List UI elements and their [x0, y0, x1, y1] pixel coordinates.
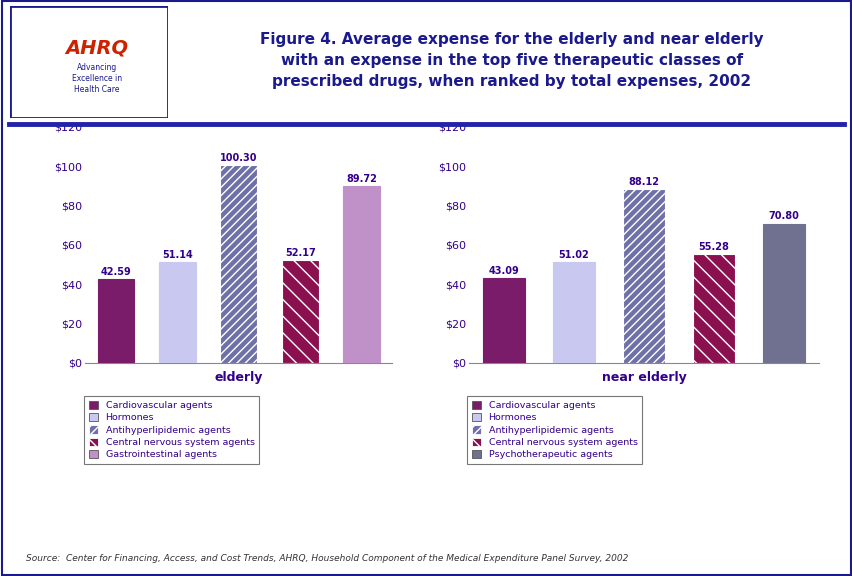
Text: 70.80: 70.80 [768, 211, 798, 221]
Bar [220, 165, 257, 363]
Text: 52.17: 52.17 [285, 248, 315, 258]
Text: 51.02: 51.02 [558, 250, 589, 260]
Text: 55.28: 55.28 [698, 242, 728, 252]
Text: Source:  Center for Financing, Access, and Cost Trends, AHRQ, Household Componen: Source: Center for Financing, Access, an… [26, 554, 627, 563]
Text: 42.59: 42.59 [101, 267, 131, 276]
X-axis label: near elderly: near elderly [601, 371, 686, 384]
Bar [482, 278, 525, 363]
Text: 51.14: 51.14 [162, 250, 193, 260]
Bar [762, 223, 804, 363]
Text: 89.72: 89.72 [346, 174, 377, 184]
Legend: Cardiovascular agents, Hormones, Antihyperlipidemic agents, Central nervous syst: Cardiovascular agents, Hormones, Antihyp… [83, 396, 259, 464]
Bar [281, 260, 319, 363]
Bar [97, 279, 135, 363]
Text: AHRQ: AHRQ [66, 39, 129, 58]
Bar [343, 186, 380, 363]
Bar [158, 262, 196, 363]
Bar [622, 190, 665, 363]
Text: 43.09: 43.09 [488, 266, 519, 276]
Text: Advancing
Excellence in
Health Care: Advancing Excellence in Health Care [72, 63, 122, 94]
Legend: Cardiovascular agents, Hormones, Antihyperlipidemic agents, Central nervous syst: Cardiovascular agents, Hormones, Antihyp… [466, 396, 642, 464]
Bar [692, 254, 734, 363]
X-axis label: elderly: elderly [215, 371, 262, 384]
Text: 88.12: 88.12 [628, 177, 659, 187]
Text: 100.30: 100.30 [220, 153, 257, 163]
Text: Figure 4. Average expense for the elderly and near elderly
with an expense in th: Figure 4. Average expense for the elderl… [260, 32, 763, 89]
Bar [552, 263, 595, 363]
